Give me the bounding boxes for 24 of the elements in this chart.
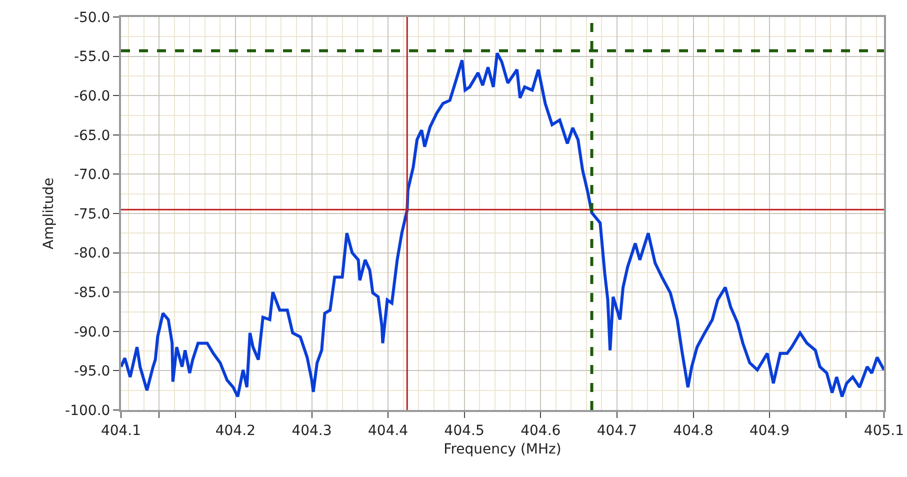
y-tick-label: -90.0 [74, 324, 110, 340]
y-tick-label: -65.0 [74, 128, 110, 144]
x-tick-label: 404.1 [100, 422, 142, 439]
y-tick-label: -70.0 [74, 167, 110, 184]
y-tick-label: -55.0 [74, 49, 110, 66]
x-tick-label: 404.2 [215, 422, 256, 439]
x-tick-label: 404.3 [292, 422, 332, 439]
x-tick-label: 405.1 [864, 422, 904, 439]
y-tick-label: -100.0 [65, 402, 110, 419]
x-axis-title: Frequency (MHz) [444, 442, 562, 458]
y-tick-label: -75.0 [74, 206, 110, 222]
y-tick-label: -80.0 [74, 246, 110, 262]
x-tick-label: 404.6 [520, 422, 561, 439]
x-tick-label: 404.8 [673, 422, 714, 439]
x-tick-label: 404.4 [368, 422, 408, 439]
x-tick-label: 404.7 [596, 422, 637, 439]
x-tick-label: 404.9 [750, 422, 790, 439]
y-axis-title: Amplitude [41, 178, 58, 250]
y-tick-label: -95.0 [74, 364, 110, 380]
y-tick-label: -85.0 [74, 285, 110, 301]
x-tick-label: 404.5 [444, 422, 484, 439]
y-tick-label: -60.0 [74, 88, 110, 104]
line-series [121, 52, 884, 398]
y-tick-label: -50.0 [74, 10, 110, 26]
